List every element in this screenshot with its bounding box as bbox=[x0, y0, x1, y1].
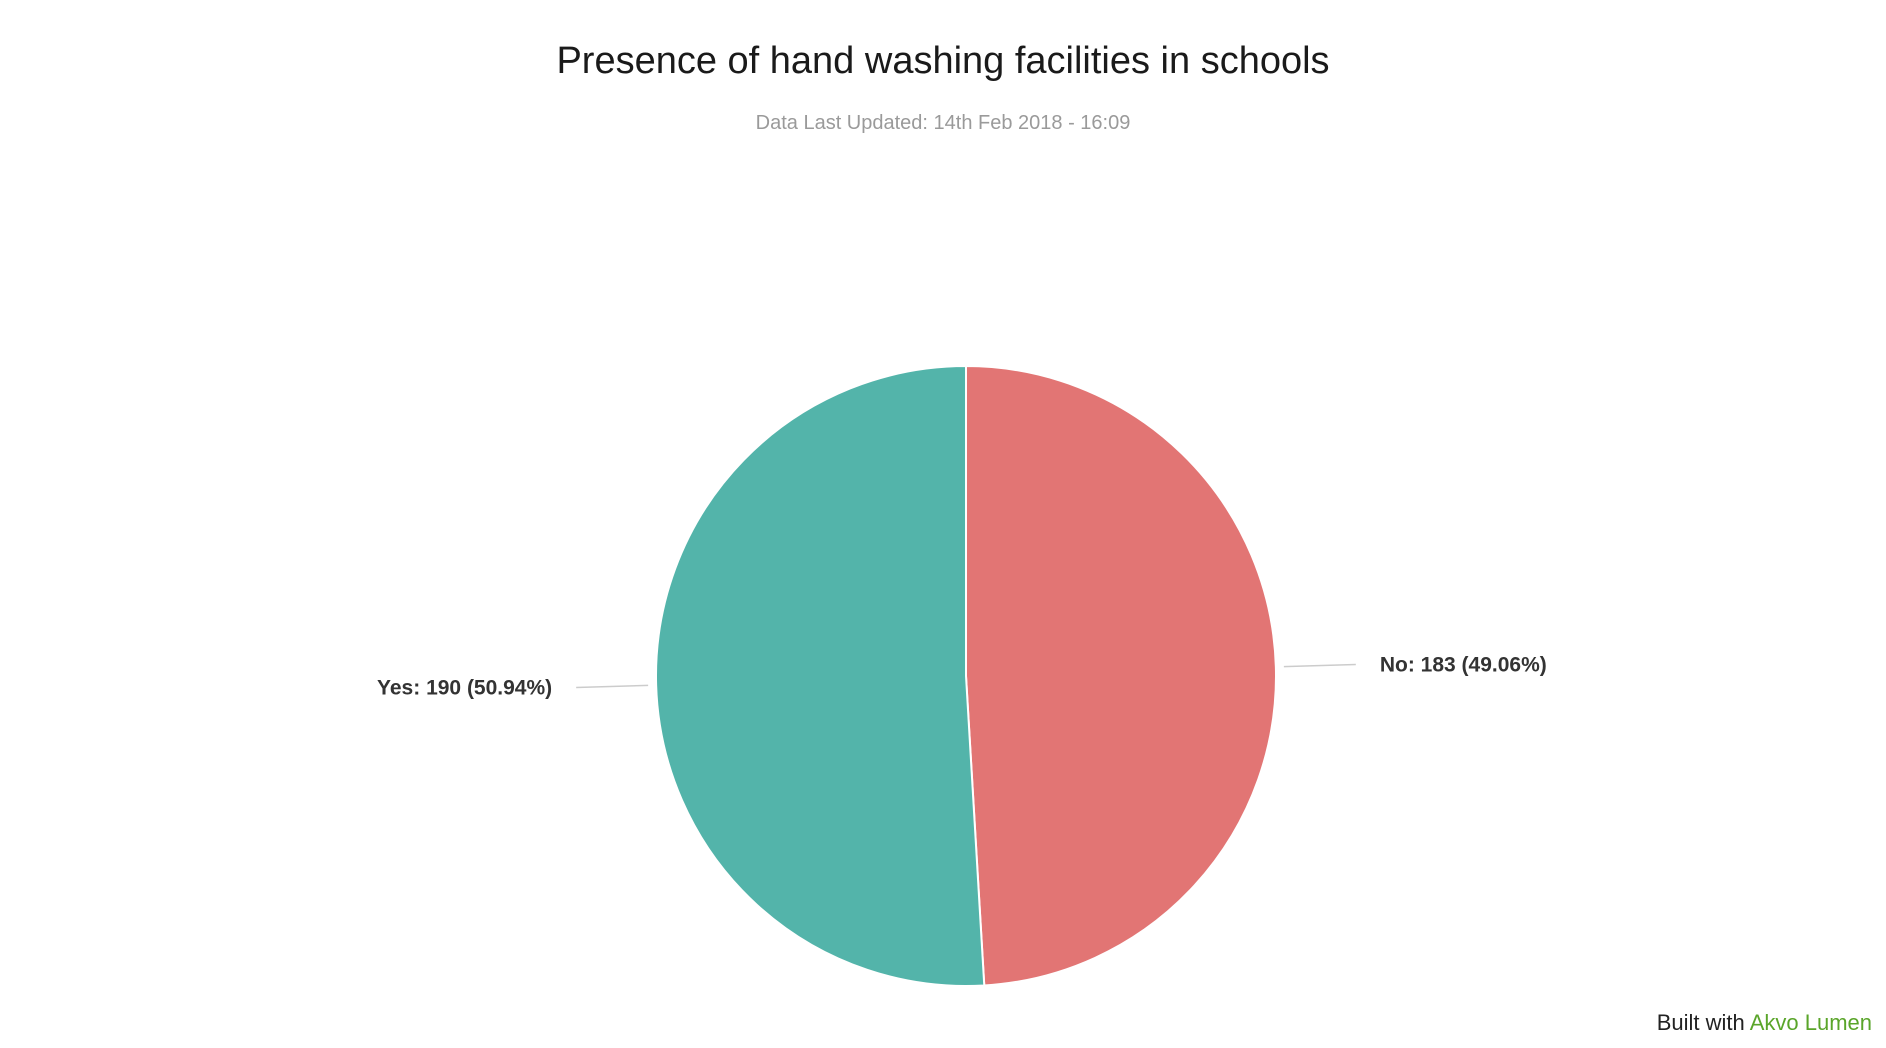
akvo-lumen-link[interactable]: Akvo Lumen bbox=[1749, 1010, 1872, 1035]
footer-prefix: Built with bbox=[1656, 1010, 1745, 1035]
data-label-yes: Yes: 190 (50.94%) bbox=[377, 676, 552, 699]
data-label-no: No: 183 (49.06%) bbox=[1380, 654, 1547, 677]
pie-slice-yes[interactable] bbox=[655, 364, 986, 987]
connector-line-yes bbox=[576, 684, 649, 689]
chart-title: Presence of hand washing facilities in s… bbox=[556, 40, 1330, 82]
pie-slice-no[interactable] bbox=[965, 364, 1277, 987]
footer: Built with Akvo Lumen bbox=[1657, 1010, 1872, 1036]
connector-line-no bbox=[1283, 663, 1356, 668]
chart-subtitle: Data Last Updated: 14th Feb 2018 - 16:09 bbox=[755, 112, 1131, 134]
